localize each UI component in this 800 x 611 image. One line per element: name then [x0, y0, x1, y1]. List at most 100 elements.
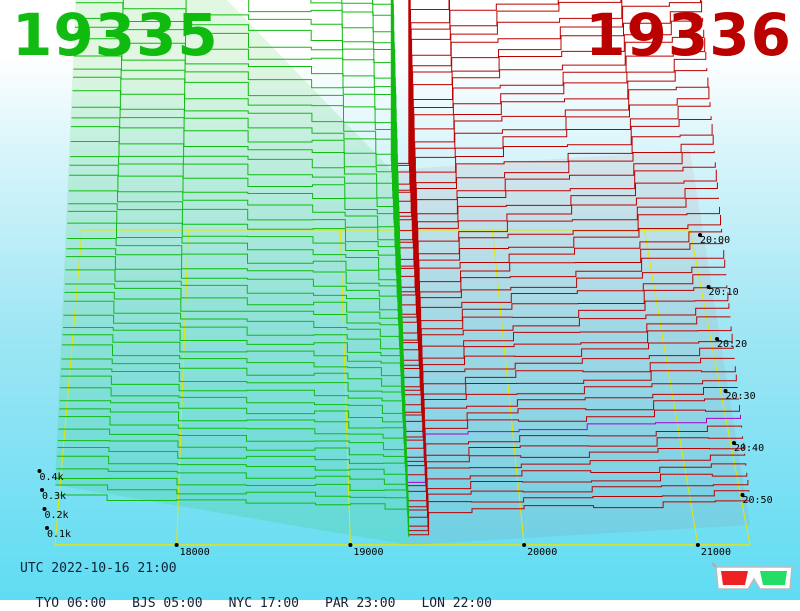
x-tick-label: 20000 — [527, 547, 557, 558]
ask-depth-line — [393, 0, 450, 193]
bid-depth-line — [58, 428, 407, 492]
ask-depth-line — [398, 150, 715, 318]
bid-depth-line — [60, 375, 406, 464]
bid-depth-line — [75, 17, 397, 255]
bid-depth-line — [70, 141, 400, 324]
bid-depth-line — [68, 203, 401, 357]
grid-price-line — [643, 229, 699, 546]
ask-depth-line — [394, 0, 623, 221]
z-tick-dot — [740, 493, 745, 497]
ask-depth-line — [396, 86, 710, 288]
ask-depth-line — [404, 374, 737, 458]
bid-depth-line — [67, 210, 401, 367]
ask-depth-line — [391, 0, 410, 166]
y-tick-dot — [45, 526, 49, 530]
tz-paris: PAR 23:00 — [325, 596, 396, 611]
ask-depth-line — [406, 436, 744, 492]
bid-depth-line — [61, 358, 405, 447]
x-tick-dot — [348, 543, 353, 547]
y-tick-dot — [40, 488, 44, 492]
bid-depth-line — [57, 440, 408, 498]
ask-depth-line — [393, 0, 559, 213]
bid-depth-line — [65, 269, 403, 397]
ask-depth-line — [393, 0, 622, 217]
ask-depth-line — [402, 285, 728, 396]
bid-depth-line — [73, 76, 398, 295]
tz-beijing: BJS 05:00 — [132, 596, 203, 611]
grid-price-line — [176, 229, 189, 546]
ask-depth-line — [396, 51, 707, 267]
ask-depth-line — [405, 387, 738, 462]
y-tick-dot — [42, 507, 47, 511]
bid-depth-line — [73, 55, 397, 276]
ask-depth-line — [406, 425, 743, 487]
ask-depth-line — [395, 29, 705, 249]
ask-depth-line — [401, 274, 727, 391]
bid-depth-line — [74, 38, 397, 273]
ask-depth-line — [399, 182, 718, 341]
ask-depth-line — [403, 346, 734, 438]
ask-depth-line — [397, 116, 712, 296]
ask-depth-line — [408, 500, 751, 536]
depth-lines-layer — [55, 0, 751, 537]
bid-depth-line — [65, 256, 403, 394]
y-tick-label: 0.1k — [47, 529, 71, 540]
utc-timestamp: UTC 2022-10-16 21:00 — [20, 561, 177, 576]
bid-depth-line — [56, 455, 408, 513]
tz-tokyo: TYO 06:00 — [35, 596, 107, 611]
bid-depth-line — [59, 408, 407, 482]
y-tick-dot — [37, 469, 42, 473]
bid-depth-line — [67, 222, 402, 372]
y-tick-label: 0.3k — [42, 491, 66, 502]
bid-depth-line — [74, 26, 397, 267]
ask-depth-line — [402, 292, 729, 406]
ask-depth-line — [396, 68, 708, 269]
x-tick-dot — [522, 543, 527, 547]
ask-depth-line — [405, 405, 740, 476]
ask-depth-line — [395, 37, 706, 260]
timezone-row: TYO 06:00 BJS 05:00 NYC 17:00 PAR 23:00 LON … — [20, 581, 518, 611]
z-tick-dot — [732, 441, 736, 445]
bid-depth-line — [185, 0, 396, 238]
z-tick-dot — [706, 285, 711, 289]
bid-depth-line — [310, 0, 395, 224]
ask-depth-line — [402, 303, 730, 413]
bid-volume-fill — [55, 0, 409, 545]
bid-depth-line — [69, 164, 400, 340]
bid-depth-line — [66, 238, 402, 375]
bid-depth-line — [73, 68, 398, 284]
grid-price-line — [339, 229, 351, 546]
bid-depth-line — [71, 126, 399, 321]
bid-depth-line — [75, 2, 396, 249]
bid-depth-line — [122, 0, 396, 247]
bid-depth-line — [372, 0, 394, 209]
z-tick-label: 20:20 — [717, 339, 747, 350]
z-tick-label: 20:30 — [726, 391, 756, 402]
tz-london: LON 22:00 — [421, 596, 492, 611]
ask-depth-line — [400, 242, 724, 369]
z-tick-dot — [715, 337, 719, 341]
bid-depth-line — [61, 368, 406, 455]
x-tick-label: 21000 — [701, 547, 731, 558]
ask-depth-line — [396, 77, 709, 277]
bid-depth-line — [341, 0, 395, 220]
x-tick-dot — [695, 543, 700, 547]
bid-depth-line — [70, 156, 400, 329]
bid-depth-line — [56, 468, 409, 517]
ask-depth-line — [397, 102, 711, 293]
z-tick-dot — [698, 233, 702, 237]
ask-depth-line — [393, 0, 450, 202]
ask-depth-line — [408, 490, 750, 532]
bid-depth-line — [71, 117, 399, 312]
z-tick-dot — [723, 389, 728, 393]
ask-depth-line — [406, 442, 745, 502]
3d-glasses-icon[interactable] — [712, 559, 796, 595]
bid-depth-line — [55, 477, 409, 524]
ask-depth-line — [406, 414, 741, 483]
ask-depth-line — [394, 0, 703, 241]
ask-depth-line — [404, 366, 736, 449]
bid-depth-line — [64, 300, 404, 419]
ask-depth-line — [401, 250, 725, 378]
ask-depth-line — [405, 398, 739, 467]
